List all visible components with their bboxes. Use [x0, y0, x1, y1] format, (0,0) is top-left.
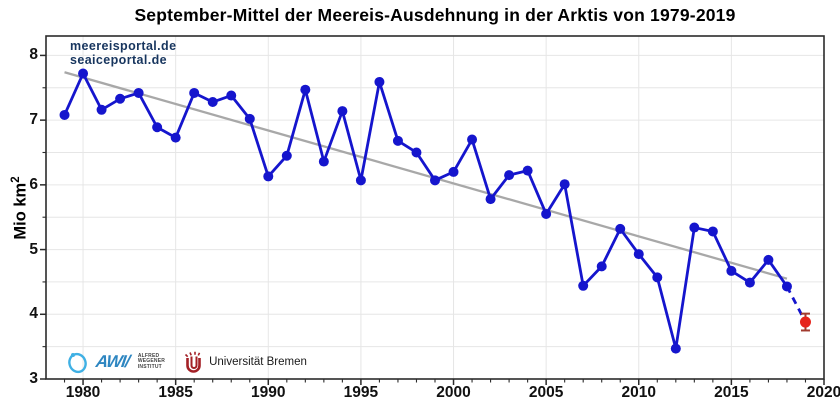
data-point-1980 [78, 68, 89, 79]
data-point-2017 [763, 254, 774, 265]
data-point-1985 [170, 132, 181, 143]
y-tick-label-5: 5 [29, 240, 38, 258]
data-point-2016 [744, 277, 755, 288]
data-point-2011 [652, 272, 663, 283]
data-point-1992 [300, 84, 311, 95]
data-point-1994 [337, 106, 348, 117]
series-line [63, 72, 789, 350]
awi-institute-line: INSTITUT [137, 363, 162, 370]
data-point-2002 [485, 194, 496, 205]
data-point-1986 [189, 87, 200, 98]
data-point-2005 [541, 208, 552, 219]
watermark: meereisportal.de seaiceportal.de [70, 39, 177, 67]
x-tick-label-2010: 2010 [621, 384, 656, 401]
data-point-1996 [374, 76, 385, 87]
data-point-1982 [115, 93, 126, 104]
data-point-2014 [707, 226, 718, 237]
data-point-1988 [226, 90, 237, 101]
awi-institute-line: ALFRED [137, 352, 160, 359]
data-point-2003 [504, 170, 515, 181]
awi-institute-line: WEGENER [137, 358, 166, 365]
data-point-1997 [392, 135, 403, 146]
watermark-line-1: meereisportal.de [70, 39, 177, 53]
data-point-1984 [152, 122, 163, 133]
data-point-1983 [133, 87, 144, 98]
bremen-emblem-icon [185, 351, 201, 373]
awi-logo-icon [68, 352, 87, 374]
awi-wordmark: AWI/ [94, 352, 131, 371]
data-point-2000 [448, 166, 459, 177]
x-tick-label-1985: 1985 [158, 384, 193, 401]
final-data-point-2019 [799, 316, 811, 328]
y-tick-label-8: 8 [29, 46, 38, 64]
bremen-logo: Universität Bremen [183, 351, 307, 374]
data-point-2007 [578, 280, 589, 291]
data-point-2013 [689, 222, 700, 233]
trend-line [64, 71, 788, 280]
data-point-2012 [670, 343, 681, 354]
data-point-1999 [430, 175, 440, 186]
data-point-2004 [522, 165, 533, 176]
bremen-logo-label: Universität Bremen [209, 356, 307, 368]
data-point-1995 [355, 175, 366, 186]
data-point-2010 [633, 249, 644, 260]
x-tick-label-2000: 2000 [436, 384, 471, 401]
data-point-2008 [596, 261, 607, 272]
x-tick-label-1995: 1995 [343, 384, 379, 401]
data-point-2001 [467, 134, 478, 145]
dashed-connector [785, 285, 807, 323]
data-point-1987 [207, 97, 218, 108]
y-tick-label-3: 3 [29, 370, 38, 387]
data-point-1979 [59, 109, 70, 120]
data-point-1981 [96, 104, 107, 115]
data-point-2006 [559, 179, 570, 190]
chart-title: September-Mittel der Meereis-Ausdehnung … [134, 5, 736, 25]
x-tick-label-2015: 2015 [714, 384, 749, 401]
data-point-2015 [726, 265, 737, 276]
awi-institute-text: ALFRED WEGENER INSTITUT [137, 352, 166, 371]
logo-strip: AWI/ ALFRED WEGENER INSTITUT Universität B… [66, 349, 307, 375]
data-point-1989 [244, 113, 255, 124]
x-tick-label-1990: 1990 [251, 384, 286, 401]
data-point-1998 [411, 147, 422, 158]
x-tick-label-2005: 2005 [528, 384, 564, 401]
x-tick-label-1980: 1980 [65, 384, 101, 401]
watermark-line-2: seaiceportal.de [70, 52, 168, 67]
data-point-1993 [318, 156, 329, 167]
data-point-2009 [615, 223, 626, 234]
y-tick-label-6: 6 [29, 175, 38, 193]
y-tick-label-7: 7 [29, 111, 38, 129]
x-tick-label-2020: 2020 [806, 384, 840, 401]
data-point-1990 [263, 171, 274, 182]
data-point-2018 [781, 281, 792, 292]
y-tick-label-4: 4 [29, 305, 38, 323]
data-point-1991 [281, 150, 292, 161]
